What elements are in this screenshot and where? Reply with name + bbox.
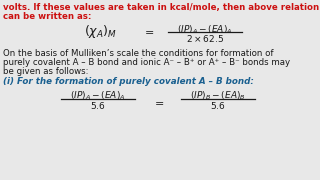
Text: On the basis of Mulliken’s scale the conditions for formation of: On the basis of Mulliken’s scale the con… — [3, 49, 274, 58]
Text: $5.6$: $5.6$ — [90, 100, 106, 111]
Text: $(\chi_A)_M$: $(\chi_A)_M$ — [84, 23, 116, 40]
Text: (i) For the formation of purely covalent A – B bond:: (i) For the formation of purely covalent… — [3, 77, 254, 86]
Text: purely covalent A – B bond and ionic A⁻ – B⁺ or A⁺ – B⁻ bonds may: purely covalent A – B bond and ionic A⁻ … — [3, 58, 290, 67]
Text: $(IP)_A-(EA)_A$: $(IP)_A-(EA)_A$ — [177, 23, 233, 35]
Text: $=$: $=$ — [152, 97, 164, 107]
Text: $(IP)_A-(EA)_A$: $(IP)_A-(EA)_A$ — [70, 90, 126, 102]
Text: $2\times62.5$: $2\times62.5$ — [186, 33, 224, 44]
Text: volts. If these values are taken in kcal/mole, then above relation: volts. If these values are taken in kcal… — [3, 3, 319, 12]
Text: $5.6$: $5.6$ — [210, 100, 226, 111]
Text: $(IP)_B-(EA)_B$: $(IP)_B-(EA)_B$ — [190, 90, 246, 102]
Text: can be written as:: can be written as: — [3, 12, 92, 21]
Text: be given as follows:: be given as follows: — [3, 67, 89, 76]
Text: $=$: $=$ — [142, 26, 154, 36]
